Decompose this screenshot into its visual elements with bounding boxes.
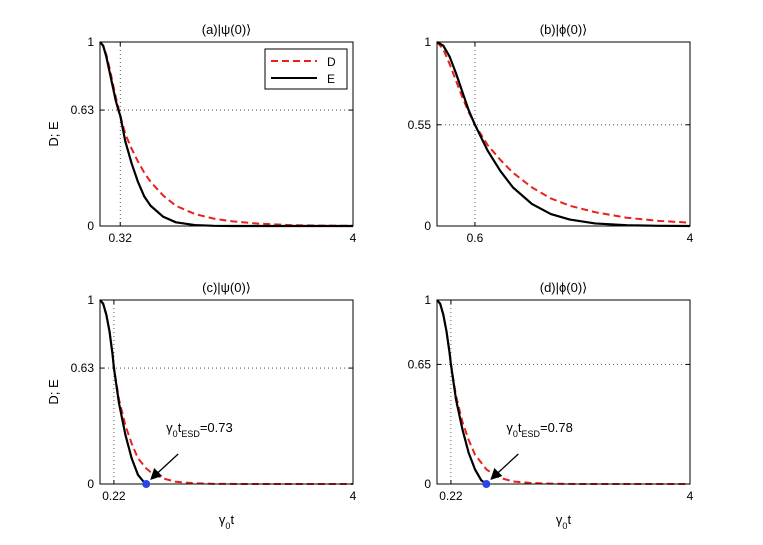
y-tick-label: 0.63 <box>71 103 95 117</box>
annotation-arrow-head <box>150 468 163 480</box>
x-tick-label: 0.22 <box>102 489 126 503</box>
esd-point <box>142 480 151 488</box>
plot-frame <box>436 41 691 227</box>
x-axis-label: γ0t <box>219 512 235 531</box>
panel-d: 0 0.65 1 0.22 4 (d)|ϕ(0)⟩ γ0t γ0tESD=0.78 <box>408 280 694 531</box>
esd-point <box>482 480 491 488</box>
series-line-D <box>436 41 691 224</box>
panel-title: (d)|ϕ(0)⟩ <box>540 280 588 295</box>
series-line-E <box>436 299 487 485</box>
legend-label-E: E <box>327 72 335 86</box>
panel-title: (c)|ψ(0)⟩ <box>202 280 251 295</box>
y-tick-label: 0.63 <box>71 361 95 375</box>
y-tick-label: 1 <box>424 293 431 307</box>
y-tick-label: 0 <box>424 219 431 233</box>
panel-title: (a)|ψ(0)⟩ <box>202 22 252 37</box>
plot-frame <box>436 299 691 485</box>
x-tick-label: 4 <box>687 231 694 245</box>
series-line-E <box>99 299 147 485</box>
series-line-E <box>436 41 691 228</box>
plot-area <box>100 300 353 484</box>
plot-frame <box>99 299 354 485</box>
y-tick-label: 0 <box>424 477 431 491</box>
panel-a: 0 0.63 1 0.32 4 (a)|ψ(0)⟩ D; E DE <box>46 22 357 245</box>
y-tick-label: 0.65 <box>408 357 432 371</box>
annotation-arrow-head <box>490 468 503 480</box>
panel-c: 0 0.63 1 0.22 4 (c)|ψ(0)⟩ D; E γ0t γ0tESD=0.73 <box>46 280 357 531</box>
x-tick-label: 4 <box>687 489 694 503</box>
x-tick-label: 0.6 <box>467 231 484 245</box>
y-tick-label: 0 <box>87 477 94 491</box>
x-tick-label: 0.22 <box>439 489 463 503</box>
y-tick-label: 1 <box>87 293 94 307</box>
panel-b: 0 0.55 1 0.6 4 (b)|ϕ(0)⟩ <box>408 22 694 245</box>
plot-area <box>437 300 690 484</box>
y-tick-label: 0 <box>87 219 94 233</box>
legend-box <box>264 48 348 90</box>
x-tick-label: 0.32 <box>109 231 133 245</box>
y-axis-label: D; E <box>46 121 61 147</box>
esd-annotation: γ0tESD=0.73 <box>166 420 233 439</box>
y-tick-label: 0.55 <box>408 118 432 132</box>
x-tick-label: 4 <box>350 231 357 245</box>
panel-title: (b)|ϕ(0)⟩ <box>540 22 588 37</box>
x-axis-label: γ0t <box>556 512 572 531</box>
plot-frame <box>99 41 354 227</box>
y-tick-label: 1 <box>87 35 94 49</box>
y-tick-label: 1 <box>424 35 431 49</box>
esd-annotation: γ0tESD=0.78 <box>506 420 573 439</box>
x-tick-label: 4 <box>350 489 357 503</box>
y-axis-label: D; E <box>46 379 61 405</box>
legend-label-D: D <box>327 55 336 69</box>
